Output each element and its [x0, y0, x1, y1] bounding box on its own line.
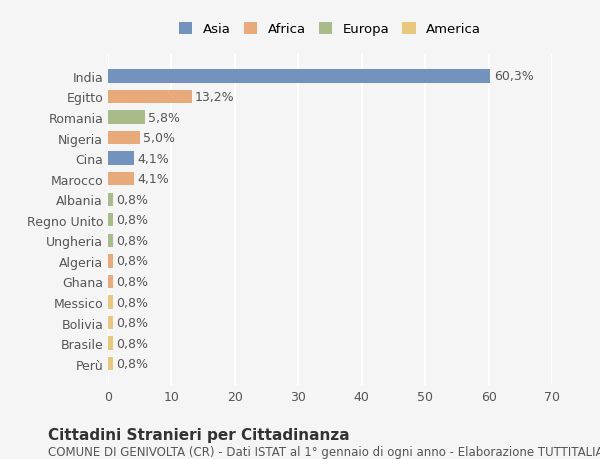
Text: 0,8%: 0,8%	[116, 316, 148, 330]
Text: 0,8%: 0,8%	[116, 275, 148, 288]
Text: 0,8%: 0,8%	[116, 296, 148, 309]
Text: 0,8%: 0,8%	[116, 193, 148, 206]
Text: Cittadini Stranieri per Cittadinanza: Cittadini Stranieri per Cittadinanza	[48, 427, 350, 442]
Text: 0,8%: 0,8%	[116, 358, 148, 370]
Text: 5,8%: 5,8%	[148, 111, 180, 124]
Text: 0,8%: 0,8%	[116, 214, 148, 227]
Bar	[108, 357, 113, 370]
Text: 13,2%: 13,2%	[195, 91, 235, 104]
Bar	[108, 90, 192, 104]
Bar	[108, 193, 113, 207]
Bar	[108, 152, 134, 165]
Bar	[108, 132, 140, 145]
Legend: Asia, Africa, Europa, America: Asia, Africa, Europa, America	[175, 19, 485, 40]
Text: 0,8%: 0,8%	[116, 255, 148, 268]
Bar	[108, 173, 134, 186]
Bar	[108, 275, 113, 289]
Text: 0,8%: 0,8%	[116, 235, 148, 247]
Bar	[108, 337, 113, 350]
Text: 60,3%: 60,3%	[494, 70, 533, 83]
Bar	[108, 296, 113, 309]
Text: 4,1%: 4,1%	[137, 173, 169, 186]
Bar	[108, 111, 145, 124]
Bar	[108, 255, 113, 268]
Bar	[108, 234, 113, 247]
Bar	[108, 213, 113, 227]
Bar	[108, 70, 490, 84]
Text: 4,1%: 4,1%	[137, 152, 169, 165]
Text: 0,8%: 0,8%	[116, 337, 148, 350]
Bar	[108, 316, 113, 330]
Text: 5,0%: 5,0%	[143, 132, 175, 145]
Text: COMUNE DI GENIVOLTA (CR) - Dati ISTAT al 1° gennaio di ogni anno - Elaborazione : COMUNE DI GENIVOLTA (CR) - Dati ISTAT al…	[48, 445, 600, 458]
